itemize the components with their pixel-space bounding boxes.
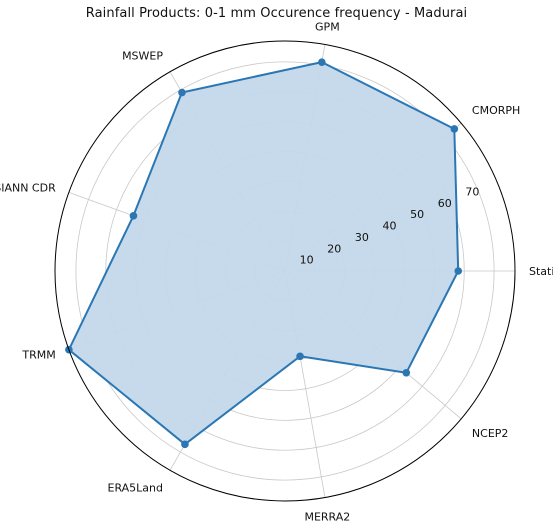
data-point xyxy=(296,352,304,361)
category-label: GPM xyxy=(315,21,340,34)
category-label: MSWEP xyxy=(122,50,163,63)
category-label: NCEP2 xyxy=(472,427,509,440)
category-label: MERRA2 xyxy=(304,510,350,523)
category-label: CMORPH xyxy=(472,104,520,117)
outer-frame xyxy=(54,40,516,502)
data-area xyxy=(68,62,459,445)
category-label: PERSIANN CDR xyxy=(0,182,56,195)
data-point xyxy=(318,58,326,66)
category-label: TRMM xyxy=(21,348,55,361)
data-point xyxy=(181,440,189,449)
r-tick-label: 10 xyxy=(300,254,314,267)
r-tick-label: 50 xyxy=(410,208,424,221)
r-tick-label: 60 xyxy=(438,197,452,210)
data-point xyxy=(178,88,186,97)
data-line xyxy=(67,61,460,446)
r-tick-label: 30 xyxy=(355,231,369,244)
category-label: ERA5Land xyxy=(108,481,164,494)
chart-title: Rainfall Products: 0-1 mm Occurence freq… xyxy=(85,6,468,21)
data-point xyxy=(129,212,138,220)
r-tick-label: 20 xyxy=(327,242,341,255)
data-point xyxy=(454,267,463,275)
data-point xyxy=(450,125,459,133)
data-point xyxy=(402,368,411,377)
r-tick-label: 40 xyxy=(383,220,397,233)
category-label: Station xyxy=(529,265,553,278)
r-tick-label: 70 xyxy=(465,186,479,199)
